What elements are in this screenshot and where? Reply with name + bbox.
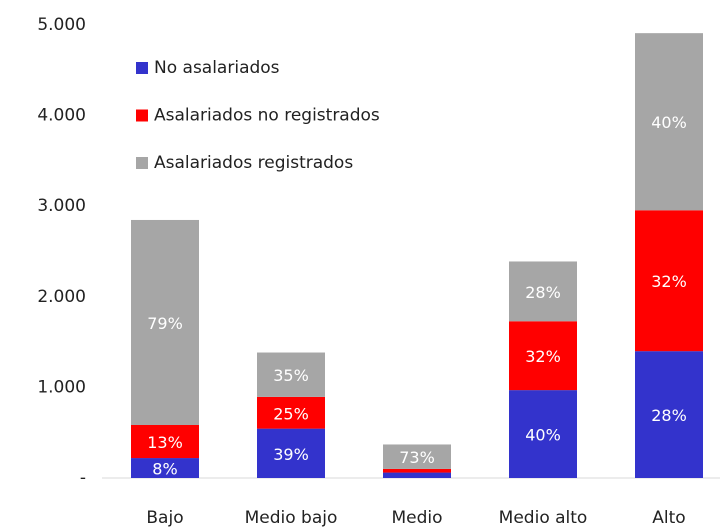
x-tick-label: Medio bajo (245, 508, 338, 528)
legend-label: Asalariados no registrados (154, 106, 380, 126)
y-tick-label: 2.000 (37, 287, 86, 307)
data-label: 40% (651, 113, 687, 132)
legend-swatch (136, 109, 148, 122)
y-tick-label: 4.000 (37, 106, 86, 126)
y-tick-label: 3.000 (37, 196, 86, 216)
bar-segment (509, 390, 577, 478)
bar-segment (635, 351, 703, 478)
y-tick-label: 5.000 (37, 15, 86, 35)
x-tick-label: Bajo (146, 508, 183, 528)
y-tick-label: 1.000 (37, 377, 86, 397)
data-label: 73% (399, 448, 435, 467)
data-label: 40% (525, 426, 561, 445)
bar-segment (509, 261, 577, 322)
data-label: 35% (273, 366, 309, 385)
data-label: 32% (525, 347, 561, 366)
legend-swatch (136, 157, 148, 169)
bar-segment (257, 396, 325, 429)
bar-segment (635, 210, 703, 352)
bar-segment (635, 33, 703, 211)
legend-label: Asalariados registrados (154, 153, 353, 173)
bar-segment (509, 321, 577, 391)
bar-segment (131, 424, 199, 459)
x-tick-label: Medio alto (499, 508, 588, 528)
data-label: 25% (273, 404, 309, 423)
x-tick-label: Alto (652, 508, 685, 528)
data-label: 28% (651, 406, 687, 425)
data-label: 13% (147, 433, 183, 452)
bar-segment (131, 458, 199, 478)
data-label: 32% (651, 272, 687, 291)
legend-label: No asalariados (154, 58, 280, 78)
y-tick-label: - (80, 468, 86, 488)
data-label: 79% (147, 314, 183, 333)
data-label: 39% (273, 445, 309, 464)
legend-swatch (136, 62, 148, 74)
bar-segment (257, 428, 325, 478)
bar-segment (383, 472, 451, 478)
legend-box (122, 42, 412, 188)
bar-segment (383, 468, 451, 473)
data-label: 8% (152, 460, 177, 479)
bar-segment (383, 444, 451, 469)
bar-segment (131, 219, 199, 425)
x-tick-label: Medio (391, 508, 442, 528)
bar-segment (257, 352, 325, 397)
data-label: 28% (525, 283, 561, 302)
